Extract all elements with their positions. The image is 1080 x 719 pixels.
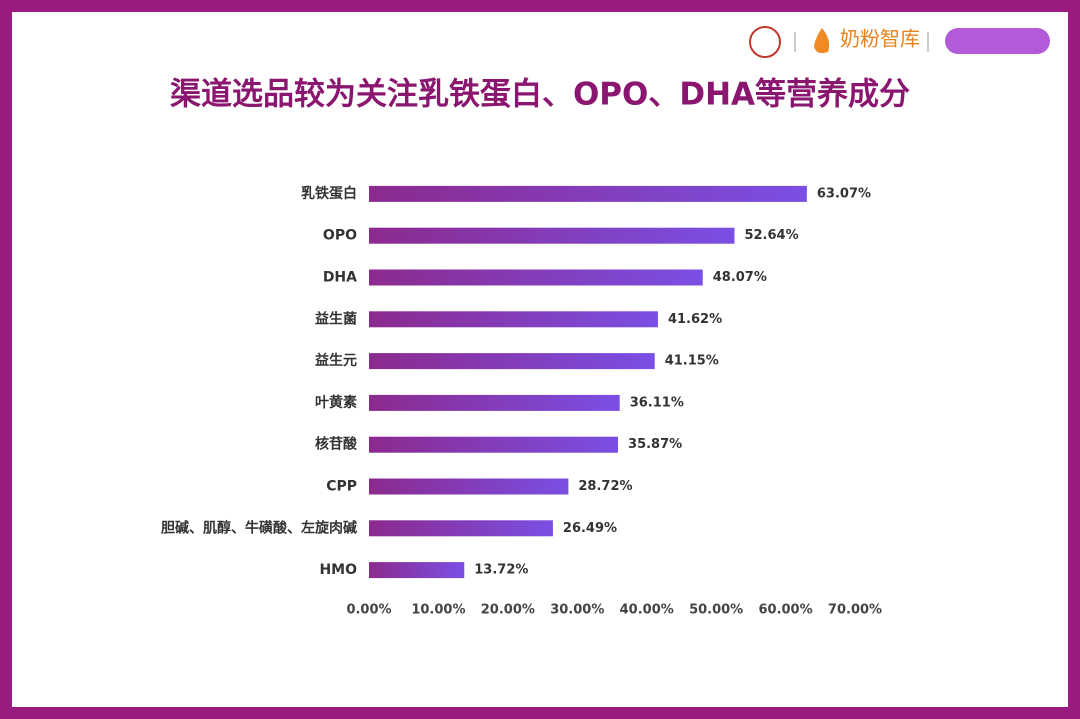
y-tick-label: 乳铁蛋白 (301, 185, 357, 202)
x-tick-label: 60.00% (758, 603, 812, 618)
y-tick-label: 叶黄素 (315, 394, 357, 411)
value-label: 63.07% (817, 186, 871, 201)
logo-text: 奶粉智库 (840, 27, 920, 51)
value-label: 13.72% (474, 563, 528, 578)
bar (369, 269, 703, 286)
logo-mark (945, 28, 1050, 54)
bar (369, 478, 569, 495)
x-tick-label: 20.00% (481, 603, 535, 618)
bar (369, 562, 465, 579)
y-tick-label: HMO (319, 562, 357, 578)
logo-mark (749, 26, 781, 58)
value-label: 35.87% (628, 437, 682, 452)
bar (369, 394, 620, 411)
x-tick-label: 40.00% (620, 603, 674, 618)
bar (369, 227, 735, 244)
x-tick-label: 0.00% (346, 603, 391, 618)
x-tick-label: 50.00% (689, 603, 743, 618)
y-tick-label: 益生菌 (315, 310, 357, 327)
y-tick-label: 胆碱、肌醇、牛磺酸、左旋肉碱 (161, 519, 357, 536)
value-label: 28.72% (578, 479, 632, 494)
bar (369, 353, 655, 370)
y-tick-label: OPO (323, 228, 357, 244)
x-tick-label: 10.00% (411, 603, 465, 618)
y-tick-label: 益生元 (315, 352, 357, 369)
chart-title: 渠道选品较为关注乳铁蛋白、OPO、DHA等营养成分 (170, 77, 910, 113)
bar (369, 311, 658, 328)
bar (369, 185, 807, 202)
x-tick-label: 70.00% (828, 603, 882, 618)
value-label: 52.64% (744, 228, 798, 243)
value-label: 26.49% (563, 521, 617, 536)
y-tick-label: 核苷酸 (315, 436, 358, 453)
y-tick-label: DHA (323, 270, 357, 286)
bar (369, 436, 619, 453)
logos: 奶粉智库 (749, 26, 1050, 58)
value-label: 41.62% (668, 312, 722, 327)
y-tick-label: CPP (326, 479, 357, 495)
value-label: 41.15% (665, 354, 719, 369)
value-label: 48.07% (713, 270, 767, 285)
logo-mark (814, 28, 830, 54)
bar (369, 520, 553, 537)
x-tick-label: 30.00% (550, 603, 604, 618)
value-label: 36.11% (630, 395, 684, 410)
